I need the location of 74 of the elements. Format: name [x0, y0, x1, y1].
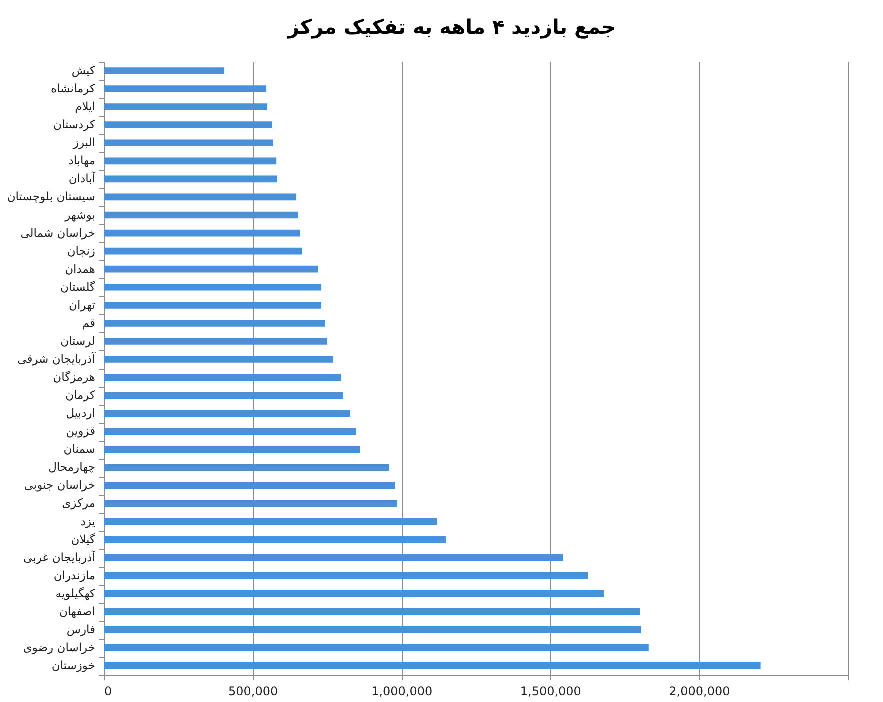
y-tick-label: ایلام [75, 100, 96, 114]
bar [104, 104, 268, 110]
bar [104, 230, 300, 237]
bar [104, 284, 322, 291]
bar [104, 86, 266, 92]
bar [104, 392, 344, 399]
x-tick-label: 1,000,000 [372, 684, 433, 698]
y-tick-label: قم [82, 316, 96, 330]
bar [104, 500, 398, 508]
bar [104, 176, 278, 183]
y-tick-label: مرکزی [62, 496, 96, 510]
bar [104, 662, 761, 670]
y-tick-label: البرز [72, 136, 96, 150]
y-tick-label: کیش [72, 64, 96, 78]
x-tick-label: 0 [104, 684, 112, 698]
bar [104, 122, 272, 129]
y-tick-label: اصفهان [59, 604, 96, 618]
y-tick-label: لرستان [60, 334, 96, 348]
y-tick-label: مازندران [54, 568, 96, 582]
y-tick-label: آذربایجان غربی [24, 550, 96, 564]
y-tick-label: آذربایجان شرقی [18, 352, 96, 366]
y-tick-label: مهاباد [68, 154, 96, 168]
bar [104, 302, 322, 309]
y-tick-label: کردستان [54, 118, 96, 132]
y-tick-label: سمنان [64, 442, 96, 456]
bar [104, 572, 588, 580]
bar [104, 320, 326, 327]
y-tick-label: همدان [65, 262, 96, 276]
bar [104, 266, 318, 273]
x-tick-label: 500,000 [228, 684, 278, 698]
y-tick-label: خراسان شمالی [20, 226, 96, 240]
y-tick-label: تهران [69, 298, 96, 312]
y-tick-label: خوزستان [52, 658, 96, 672]
bar [104, 536, 446, 544]
bar [104, 626, 642, 634]
bar [104, 374, 342, 381]
y-tick-label: کهگیلویه [56, 586, 96, 600]
bar [104, 410, 350, 417]
y-tick-label: قزوین [66, 424, 96, 438]
bar [104, 158, 277, 165]
y-tick-label: اردبیل [66, 406, 96, 420]
bar [104, 194, 297, 201]
y-tick-label: کرمان [66, 388, 96, 402]
y-tick-label: خراسان جنوبی [24, 478, 96, 492]
bar [104, 644, 649, 652]
y-tick-label: گلستان [60, 280, 96, 294]
y-tick-label: زنجان [67, 244, 96, 258]
y-tick-label: سیستان بلوچستان [7, 190, 96, 204]
x-tick-label: 2,000,000 [669, 684, 730, 698]
bar [104, 68, 225, 74]
y-tick-label: گیلان [71, 532, 96, 546]
y-tick-label: چهارمحال [48, 460, 96, 474]
bar [104, 356, 334, 363]
bar [104, 338, 328, 345]
chart-title: جمع بازدید ۴ ماهه به تفکیک مرکز [287, 15, 616, 39]
bar [104, 212, 298, 219]
bar [104, 446, 360, 454]
bar [104, 518, 438, 526]
y-tick-label: هرمزگان [53, 370, 96, 384]
bar [104, 248, 302, 255]
bar [104, 608, 640, 616]
y-tick-label: خراسان رضوی [23, 640, 96, 654]
bar [104, 590, 604, 598]
bar [104, 140, 274, 147]
bar [104, 428, 356, 436]
y-tick-label: فارس [66, 622, 96, 636]
bar [104, 554, 564, 562]
y-tick-label: بوشهر [64, 208, 96, 222]
y-tick-label: آبادان [68, 172, 96, 186]
y-tick-label: کرمانشاه [51, 82, 96, 96]
bar [104, 482, 396, 490]
x-tick-label: 1,500,000 [520, 684, 582, 698]
y-tick-label: یزد [80, 514, 96, 528]
bar [104, 464, 390, 472]
